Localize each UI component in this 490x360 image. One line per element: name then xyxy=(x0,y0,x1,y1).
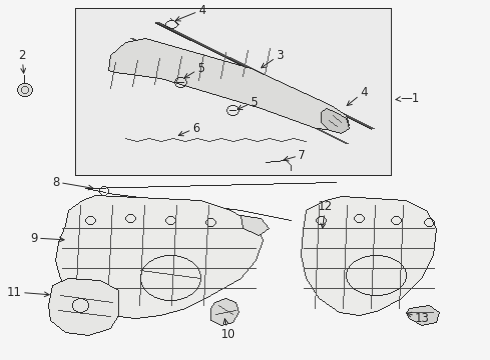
Text: 9: 9 xyxy=(30,231,64,244)
Text: —1: —1 xyxy=(396,91,419,104)
Text: 10: 10 xyxy=(220,319,235,341)
Text: 7: 7 xyxy=(284,149,305,162)
Text: 4: 4 xyxy=(347,86,368,105)
Text: 13: 13 xyxy=(407,311,430,324)
Text: 5: 5 xyxy=(238,95,257,109)
Text: 3: 3 xyxy=(261,49,283,68)
Text: 4: 4 xyxy=(175,4,205,21)
Text: 11: 11 xyxy=(7,285,49,298)
Text: 6: 6 xyxy=(178,122,199,136)
Text: 5: 5 xyxy=(184,62,204,78)
Text: 8: 8 xyxy=(52,176,93,190)
Text: 2: 2 xyxy=(18,49,26,73)
Text: 12: 12 xyxy=(318,200,333,228)
